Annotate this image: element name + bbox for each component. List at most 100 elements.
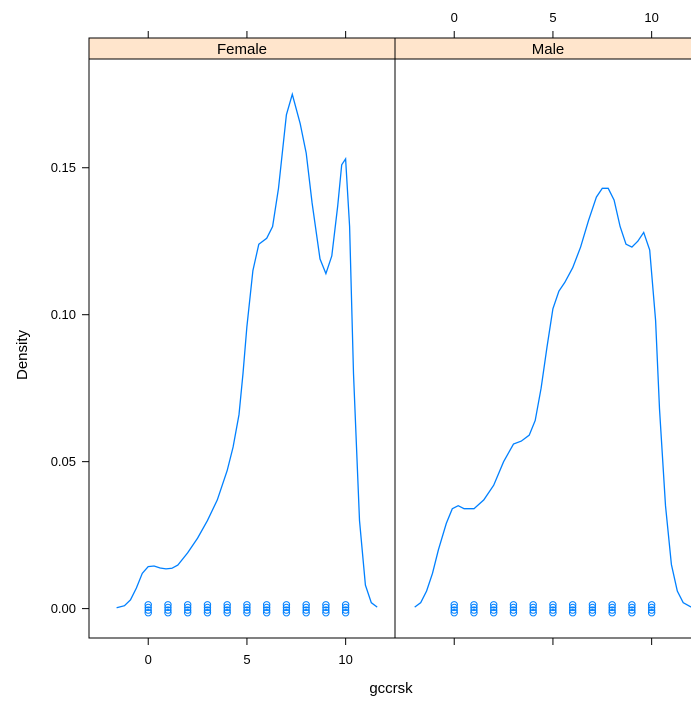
rug-point — [243, 601, 251, 609]
strip-label-male: Male — [532, 41, 565, 58]
panel-female: Female — [88, 37, 396, 639]
rug-point — [490, 601, 498, 609]
rug-point — [588, 606, 597, 614]
rug-point — [568, 609, 577, 617]
rug-point — [608, 603, 616, 612]
x-tick-label-bottom: 10 — [338, 652, 352, 667]
rug-point — [529, 609, 537, 617]
y-tick-label: 0.10 — [51, 307, 76, 322]
rug-point — [223, 609, 231, 617]
panel-male: Male — [394, 37, 691, 639]
rug-point — [322, 606, 330, 614]
rug-point — [628, 601, 636, 609]
rug-point — [164, 601, 172, 609]
rug-point — [203, 603, 212, 612]
rug-point — [282, 606, 291, 614]
rug-point — [628, 609, 636, 617]
rug-point — [450, 609, 458, 617]
x-tick-label-top: 5 — [549, 10, 556, 25]
rug-point — [282, 609, 291, 617]
y-axis-title: Density — [14, 329, 31, 380]
panel-frame-male — [394, 58, 691, 639]
rug-point — [302, 606, 310, 614]
rug-point — [243, 606, 251, 614]
rug-point — [509, 609, 518, 617]
rug-point — [470, 603, 478, 612]
rug-point — [608, 606, 616, 614]
panel-frame-female — [88, 58, 396, 639]
rug-point — [549, 601, 557, 609]
rug-point — [184, 601, 192, 609]
rug-point — [144, 603, 152, 612]
x-tick-label-bottom: 5 — [243, 652, 250, 667]
rug-point — [282, 603, 291, 612]
rug-point — [529, 603, 537, 612]
rug-point — [322, 601, 330, 609]
rug-point — [450, 603, 458, 612]
rug-point — [164, 606, 172, 614]
rug-point — [184, 603, 192, 612]
rug-point — [302, 601, 310, 609]
rug-point — [608, 601, 616, 609]
rug-point — [262, 606, 271, 614]
rug-point — [470, 601, 478, 609]
rug-point — [588, 601, 597, 609]
rug-point — [282, 601, 291, 609]
strip-label-female: Female — [217, 41, 267, 58]
rug-point — [164, 609, 172, 617]
rug-point — [203, 601, 212, 609]
x-tick-label-bottom: 0 — [145, 652, 152, 667]
x-tick-label-top: 0 — [451, 10, 458, 25]
rug-point — [509, 603, 518, 612]
rug-point — [184, 606, 192, 614]
rug-point — [628, 606, 636, 614]
rug-point — [549, 603, 557, 612]
density-line-male — [414, 187, 691, 608]
rug-point — [203, 606, 212, 614]
panels-layer: Female Male — [88, 37, 691, 639]
rug-point — [262, 601, 271, 609]
rug-point — [184, 609, 192, 617]
y-tick-label: 0.00 — [51, 601, 76, 616]
y-tick-label: 0.15 — [51, 160, 76, 175]
x-tick-label-top: 10 — [644, 10, 658, 25]
rug-point — [568, 606, 577, 614]
rug-point — [164, 603, 172, 612]
rug-point — [529, 601, 537, 609]
rug-point — [529, 606, 537, 614]
rug-point — [302, 609, 310, 617]
rug-point — [144, 601, 152, 609]
rug-point — [341, 603, 350, 612]
rug-point — [647, 609, 656, 617]
rug-point — [647, 603, 656, 612]
rug-point — [490, 606, 498, 614]
rug-point — [341, 609, 350, 617]
rug-point — [341, 601, 350, 609]
rug-point — [568, 603, 577, 612]
rug-point — [509, 601, 518, 609]
rug-point — [588, 609, 597, 617]
rug-point — [302, 603, 310, 612]
x-axis-title: gccrsk — [369, 680, 413, 697]
rug-point — [262, 603, 271, 612]
rug-point — [470, 606, 478, 614]
rug-point — [568, 601, 577, 609]
rug-point — [470, 609, 478, 617]
rug-point — [322, 603, 330, 612]
rug-point — [509, 606, 518, 614]
rug-point — [223, 603, 231, 612]
rug-point — [647, 606, 656, 614]
rug-point — [223, 606, 231, 614]
rug-point — [341, 606, 350, 614]
rug-point — [450, 601, 458, 609]
rug-point — [322, 609, 330, 617]
rug-point — [243, 603, 251, 612]
rug-point — [262, 609, 271, 617]
rug-point — [490, 609, 498, 617]
rug-point — [223, 601, 231, 609]
rug-point — [549, 609, 557, 617]
rug-point — [203, 609, 212, 617]
rug-point — [628, 603, 636, 612]
density-line-female — [116, 91, 378, 609]
